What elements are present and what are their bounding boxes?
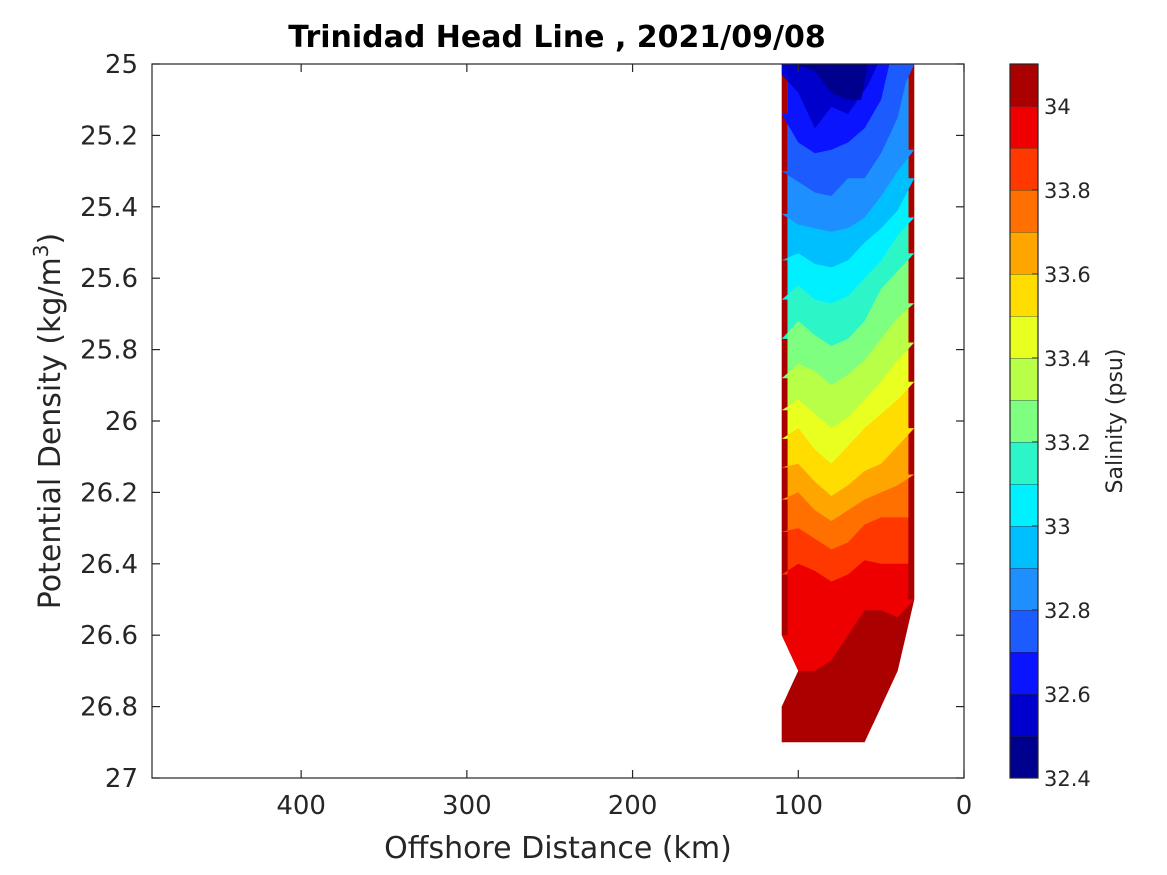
y-tick-label: 26.8	[80, 693, 138, 723]
y-tick-label: 25.2	[80, 121, 138, 151]
colorbar-tick-label: 33.6	[1044, 263, 1091, 287]
colorbar-bands	[1010, 63, 1038, 778]
colorbar-band	[1010, 316, 1038, 358]
colorbar-band	[1010, 274, 1038, 316]
colorbar-band	[1010, 568, 1038, 610]
colorbar-tick-label: 33.8	[1044, 179, 1091, 203]
y-axis-label-superscript: 3	[29, 244, 53, 257]
colorbar-band	[1010, 400, 1038, 442]
chart-title: Trinidad Head Line , 2021/09/08	[288, 20, 825, 55]
colorbar-band	[1010, 64, 1038, 106]
x-tick-label: 100	[773, 791, 823, 821]
colorbar-tick-label: 33.2	[1044, 431, 1091, 455]
colorbar-band	[1010, 190, 1038, 232]
colorbar-band	[1010, 652, 1038, 694]
colorbar-band	[1010, 148, 1038, 190]
colorbar-tick-label: 33	[1044, 515, 1071, 539]
x-tick-label: 0	[956, 791, 973, 821]
x-axis-label: Offshore Distance (km)	[384, 831, 732, 866]
y-tick-label: 25.8	[80, 336, 138, 366]
y-axis-label-end: )	[33, 233, 68, 245]
y-axis-label-main: Potential Density (kg/m	[33, 257, 68, 609]
plot-area	[151, 63, 965, 779]
x-tick-label: 200	[608, 791, 658, 821]
plot-frame	[151, 63, 965, 779]
colorbar-band	[1010, 442, 1038, 484]
colorbar-tick-label: 32.6	[1044, 683, 1091, 707]
y-tick-label: 25.6	[80, 264, 138, 294]
x-tick-labels: 400 300 200 100 0	[276, 791, 972, 821]
salinity-band-32-5	[787, 64, 868, 100]
colorbar-band	[1010, 736, 1038, 778]
y-tick-label: 26.2	[80, 478, 138, 508]
colorbar-band	[1010, 526, 1038, 568]
y-tick-label: 27	[105, 764, 138, 794]
colorbar-band	[1010, 694, 1038, 736]
colorbar-band	[1010, 358, 1038, 400]
colorbar-tick-label: 32.8	[1044, 599, 1091, 623]
y-tick-labels: 25 25.2 25.4 25.6 25.8 26 26.2 26.4 26.6 26.8 27	[80, 50, 138, 794]
colorbar-band	[1010, 106, 1038, 148]
colorbar-frame	[1009, 63, 1039, 779]
y-tick-label: 26	[105, 407, 138, 437]
salinity-contour-fill	[781, 64, 915, 743]
colorbar: 32.4 32.6 32.8 33 33.2 33.4 33.6 33.8 34	[1009, 63, 1091, 791]
y-tick-label: 26.6	[80, 621, 138, 651]
x-tick-label: 400	[276, 791, 326, 821]
y-tick-label: 25.4	[80, 193, 138, 223]
colorbar-tick-label: 33.4	[1044, 347, 1091, 371]
colorbar-band	[1010, 232, 1038, 274]
x-tick-label: 300	[442, 791, 492, 821]
colorbar-tick-label: 32.4	[1044, 767, 1091, 791]
colorbar-tick-label: 34	[1044, 95, 1071, 119]
colorbar-label: Salinity (psu)	[1103, 349, 1128, 494]
y-tick-label: 25	[105, 50, 138, 80]
colorbar-band	[1010, 484, 1038, 526]
colorbar-band	[1010, 610, 1038, 652]
y-axis-label: Potential Density (kg/m3)	[29, 233, 68, 609]
colorbar-ticks: 32.4 32.6 32.8 33 33.2 33.4 33.6 33.8 34	[1032, 95, 1091, 791]
y-tick-label: 26.4	[80, 550, 138, 580]
